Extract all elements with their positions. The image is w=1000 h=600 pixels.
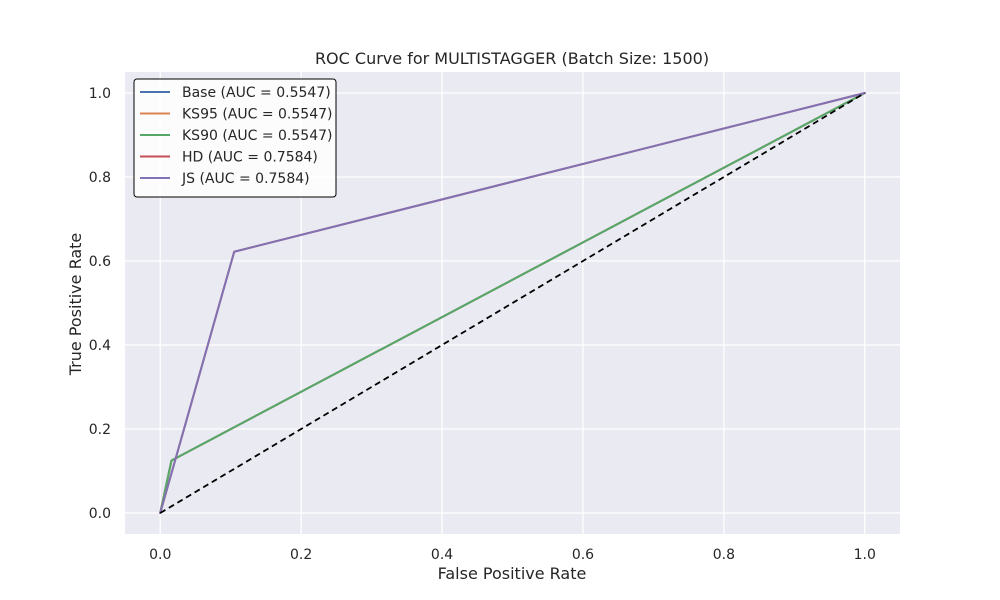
x-tick-label: 0.4 [431, 547, 453, 563]
legend: Base (AUC = 0.5547) KS95 (AUC = 0.5547) KS… [133, 78, 337, 198]
y-tick-label: 0.0 [89, 506, 111, 522]
x-tick-label: 0.6 [572, 547, 594, 563]
y-axis-label: True Positive Rate [66, 233, 85, 377]
grid-lines [125, 72, 900, 534]
x-tick-label: 0.8 [713, 547, 735, 563]
legend-entry: Base (AUC = 0.5547) [182, 85, 331, 101]
series-line [159, 92, 866, 514]
reference-line [159, 92, 866, 514]
legend-entry: JS (AUC = 0.7584) [181, 171, 310, 187]
x-tick-label: 0.2 [290, 547, 312, 563]
y-tick-label: 0.8 [89, 170, 111, 186]
legend-entry: HD (AUC = 0.7584) [182, 150, 318, 166]
y-tick-label: 0.2 [89, 422, 111, 438]
legend-entry: KS90 (AUC = 0.5547) [182, 128, 332, 144]
x-axis-label: False Positive Rate [438, 564, 587, 583]
series-line [159, 92, 866, 514]
y-tick-label: 0.4 [89, 338, 111, 354]
x-tick-label: 1.0 [854, 547, 876, 563]
legend-entry: KS95 (AUC = 0.5547) [182, 107, 332, 123]
chart-title: ROC Curve for MULTISTAGGER (Batch Size: … [315, 49, 709, 68]
y-tick-label: 1.0 [89, 86, 111, 102]
legend-box [133, 78, 337, 198]
x-tick-label: 0.0 [149, 547, 171, 563]
series-lines [159, 92, 866, 514]
y-tick-label: 0.6 [89, 254, 111, 270]
tick-labels: 0.0 0.2 0.4 0.6 0.8 1.0 0.0 0.2 0.4 0.6 0.8 1.0 [89, 86, 876, 563]
